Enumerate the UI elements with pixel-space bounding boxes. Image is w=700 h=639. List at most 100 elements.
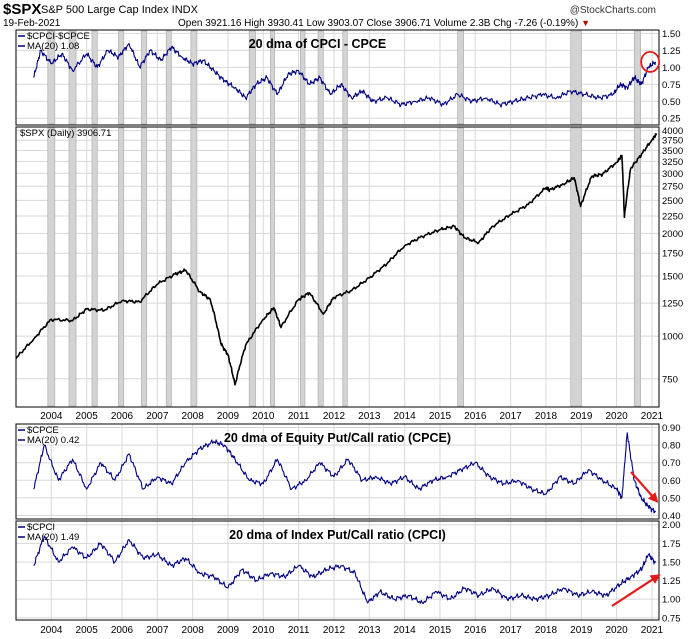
- y-tick-label: 1.00: [662, 595, 681, 606]
- y-tick-label: 0.75: [662, 613, 681, 624]
- highlight-band: [118, 127, 125, 407]
- x-tick-label: 2015: [429, 411, 452, 422]
- y-tick-label: 0.50: [662, 97, 681, 108]
- y-tick-label: 1.75: [662, 539, 681, 550]
- x-tick-label: 2019: [570, 411, 593, 422]
- x-tick-label: 2018: [535, 625, 558, 636]
- ratio-line: [33, 43, 657, 108]
- panel-frame: [15, 29, 660, 126]
- highlight-band: [248, 30, 256, 125]
- legend-label: $CPCI-$CPCE: [27, 31, 90, 42]
- highlight-band: [317, 127, 324, 407]
- x-tick-label: 2021: [641, 411, 664, 422]
- legend-label: MA(20) 1.49: [27, 532, 79, 543]
- x-tick-label: 2012: [323, 411, 346, 422]
- y-tick-label: 3750: [662, 136, 683, 147]
- x-tick-label: 2015: [429, 625, 452, 636]
- x-tick-label: 2018: [535, 411, 558, 422]
- cpci-line: [33, 535, 657, 605]
- highlight-band: [190, 127, 198, 407]
- chart-date: 19-Feb-2021: [3, 18, 61, 29]
- y-tick-label: 0.60: [662, 476, 681, 487]
- x-tick-label: 2013: [358, 411, 381, 422]
- y-tick-label: 1500: [662, 272, 683, 283]
- highlight-band: [47, 30, 56, 125]
- panel-frame: [15, 126, 660, 408]
- highlight-band: [342, 30, 348, 125]
- y-tick-label: 2250: [662, 211, 683, 222]
- x-tick-label: 2014: [394, 625, 417, 636]
- x-tick-label: 2012: [323, 625, 346, 636]
- panel-title: 20 dma of CPCI - CPCE: [249, 37, 387, 51]
- y-tick-label: 1750: [662, 249, 683, 260]
- y-tick-label: 0.80: [662, 441, 681, 452]
- x-tick-label: 2019: [570, 625, 593, 636]
- x-tick-label: 2011: [288, 625, 310, 636]
- legend-label: $CPCI: [27, 522, 55, 533]
- y-tick-label: 2.00: [662, 520, 681, 531]
- highlight-band: [570, 127, 582, 407]
- x-tick-label: 2021: [641, 625, 664, 636]
- y-tick-label: 1250: [662, 299, 683, 310]
- x-tick-label: 2016: [464, 411, 487, 422]
- y-tick-label: 0.50: [662, 493, 681, 504]
- legend-label: MA(20) 1.08: [27, 41, 79, 52]
- panel-frame: [15, 520, 660, 621]
- x-tick-label: 2010: [252, 625, 275, 636]
- x-tick-label: 2006: [111, 625, 134, 636]
- highlight-band: [165, 30, 172, 125]
- y-tick-label: 2500: [662, 196, 683, 207]
- x-tick-label: 2007: [146, 411, 169, 422]
- x-tick-label: 2006: [111, 411, 134, 422]
- y-tick-label: 1.25: [662, 576, 681, 587]
- y-tick-label: 4000: [662, 126, 683, 137]
- highlight-band: [457, 30, 464, 125]
- legend-label: MA(20) 0.42: [27, 435, 79, 446]
- price-quote: Open 3921.16 High 3930.41 Low 3903.07 Cl…: [178, 18, 579, 29]
- highlight-band: [47, 127, 56, 407]
- highlight-band: [141, 30, 148, 125]
- chart-symbol: $SPX: [3, 1, 42, 18]
- y-tick-label: 0.40: [662, 511, 681, 522]
- highlight-band: [457, 127, 464, 407]
- highlight-band: [118, 30, 125, 125]
- highlight-band: [300, 30, 306, 125]
- highlight-band: [300, 127, 306, 407]
- y-tick-label: 2000: [662, 229, 683, 240]
- x-tick-label: 2014: [394, 411, 417, 422]
- cpce-line: [33, 432, 656, 514]
- price-summary: Open 3921.16 High 3930.41 Low 3903.07 Cl…: [178, 18, 590, 29]
- y-tick-label: 3250: [662, 157, 683, 168]
- highlight-band: [91, 127, 98, 407]
- highlight-band: [68, 30, 77, 125]
- y-tick-label: 3500: [662, 146, 683, 157]
- panel-title: 20 dma of Equity Put/Call ratio (CPCE): [224, 431, 451, 445]
- highlight-band: [91, 30, 98, 125]
- y-tick-label: 1.50: [662, 29, 681, 40]
- y-tick-label: 0.90: [662, 423, 681, 434]
- x-tick-label: 2008: [182, 411, 205, 422]
- x-tick-label: 2004: [40, 411, 63, 422]
- x-tick-label: 2009: [217, 625, 240, 636]
- legend-label: $CPCE: [27, 425, 59, 436]
- x-tick-label: 2005: [76, 625, 99, 636]
- y-tick-label: 1.25: [662, 46, 681, 57]
- y-tick-label: 1000: [662, 332, 683, 343]
- highlight-circle: [640, 50, 661, 73]
- y-tick-label: 0.75: [662, 80, 681, 91]
- highlight-band: [270, 30, 275, 125]
- highlight-band: [165, 127, 172, 407]
- down-triangle-icon: ▼: [581, 18, 590, 28]
- x-tick-label: 2016: [464, 625, 487, 636]
- y-tick-label: 1.50: [662, 557, 681, 568]
- x-tick-label: 2017: [499, 625, 522, 636]
- x-tick-label: 2008: [182, 625, 205, 636]
- stockcharts-brand: @StockCharts.com: [569, 5, 656, 16]
- panel-title: 20 dma of Index Put/Call ratio (CPCI): [229, 528, 446, 542]
- highlight-band: [190, 30, 198, 125]
- y-tick-label: 0.25: [662, 114, 681, 125]
- highlight-band: [633, 127, 641, 407]
- y-tick-label: 3000: [662, 169, 683, 180]
- trend-arrow: [630, 471, 659, 503]
